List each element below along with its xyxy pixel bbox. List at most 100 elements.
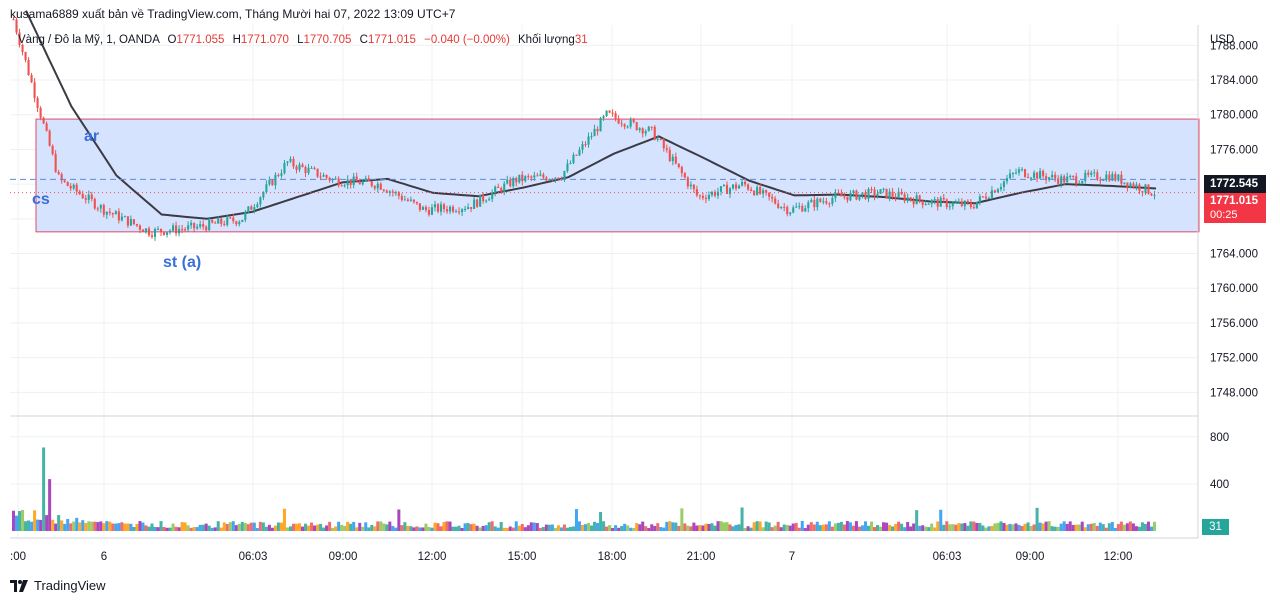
symbol-name[interactable]: Vàng / Đô la Mỹ, 1, OANDA: [18, 34, 160, 46]
volume-bar: [430, 527, 434, 531]
candle-body: [220, 218, 223, 224]
volume-bar: [635, 523, 639, 531]
candle-body: [84, 198, 87, 200]
candle-body: [319, 176, 322, 178]
candle-body: [656, 138, 659, 140]
volume-bar: [18, 511, 22, 531]
high-label: H: [232, 34, 241, 46]
candle-body: [813, 199, 816, 208]
volume-bar: [743, 527, 747, 531]
candle-body: [430, 207, 434, 215]
volume-bar: [361, 526, 365, 531]
volume-bar: [60, 520, 64, 531]
volume-bar: [662, 527, 666, 531]
volume-bar: [234, 525, 238, 531]
candle-body: [704, 197, 707, 200]
candle-body: [1069, 175, 1072, 177]
volume-bar: [650, 524, 654, 531]
volume-bar: [1068, 521, 1072, 531]
volume-bar: [198, 524, 202, 531]
volume-bar: [544, 524, 548, 531]
candle-body: [978, 196, 981, 203]
volume-bar: [424, 523, 428, 531]
time-tick-label: 18:00: [598, 551, 627, 563]
last-price-tag: 1772.545: [1204, 175, 1266, 193]
footer-brand[interactable]: TradingView: [10, 578, 106, 593]
volume-bar: [1077, 524, 1081, 531]
volume-bar: [180, 522, 184, 531]
candle-body: [400, 196, 403, 200]
candle-body: [81, 194, 84, 199]
volume-bar: [746, 526, 750, 531]
candle-body: [208, 219, 211, 231]
volume-bar: [912, 523, 916, 531]
volume-bar: [794, 522, 798, 531]
volume-bar: [63, 523, 67, 531]
candle-body: [1030, 177, 1033, 179]
volume-bar: [587, 522, 591, 531]
volume-bar: [123, 523, 127, 531]
volume-bar: [439, 526, 443, 531]
candle-body: [1042, 170, 1045, 177]
tradingview-logo-icon: [10, 579, 28, 592]
volume-bar: [848, 522, 852, 531]
volume-bar: [785, 524, 789, 531]
candle-body: [147, 228, 151, 236]
candle-body: [939, 197, 942, 207]
time-tick-label: 21:00: [687, 551, 716, 563]
currency-label[interactable]: USD: [1210, 34, 1235, 46]
volume-bar: [258, 521, 262, 531]
candle-body: [1144, 184, 1147, 193]
volume-bar: [888, 525, 892, 531]
volume-bar: [909, 526, 913, 531]
candle-body: [96, 208, 99, 210]
candle-body: [497, 186, 500, 188]
candle-body: [24, 52, 27, 61]
volume-bar: [288, 526, 292, 531]
volume-bar: [800, 521, 804, 531]
candle-body: [286, 161, 289, 163]
volume-bar: [845, 521, 849, 531]
volume-bar: [529, 522, 533, 531]
candle-body: [1147, 184, 1150, 194]
volume-bar: [698, 525, 702, 531]
volume-bar: [779, 527, 783, 531]
volume-bar: [364, 522, 368, 531]
candle-body: [1005, 178, 1009, 182]
candlesticks: [12, 16, 1156, 241]
candle-body: [807, 202, 810, 209]
volume-bar: [502, 527, 506, 531]
candle-body: [343, 185, 346, 187]
candle-body: [981, 196, 984, 198]
time-tick-label: 7: [789, 551, 795, 563]
volume-bar: [1089, 523, 1093, 531]
volume-bar: [213, 527, 217, 531]
candle-body: [798, 206, 801, 208]
volume-bar: [617, 527, 621, 531]
volume-bar: [954, 524, 958, 531]
volume-bar: [1041, 523, 1045, 531]
candle-body: [376, 183, 379, 189]
candle-body: [159, 228, 163, 233]
volume-bar: [927, 527, 931, 531]
time-axis[interactable]: :00 6 06:03 09:00 12:00 15:00 18:00 21:00 7 06:03…: [10, 551, 1132, 563]
candle-body: [1051, 174, 1054, 178]
candle-body: [948, 206, 951, 208]
volume-bar: [228, 522, 232, 531]
volume-bar: [451, 526, 455, 531]
candle-body: [545, 177, 548, 181]
volume-bar: [1134, 526, 1138, 531]
volume-bar: [231, 521, 235, 531]
candle-body: [527, 176, 530, 178]
candle-body: [1150, 193, 1153, 196]
volume-bar: [749, 527, 753, 531]
candle-body: [885, 188, 888, 199]
candle-body: [969, 202, 972, 208]
candle-body: [190, 222, 193, 226]
volume-bar: [493, 526, 497, 531]
candle-body: [783, 207, 786, 209]
volume-bar: [457, 525, 461, 531]
candle-body: [352, 176, 355, 185]
volume-bar: [716, 521, 720, 531]
